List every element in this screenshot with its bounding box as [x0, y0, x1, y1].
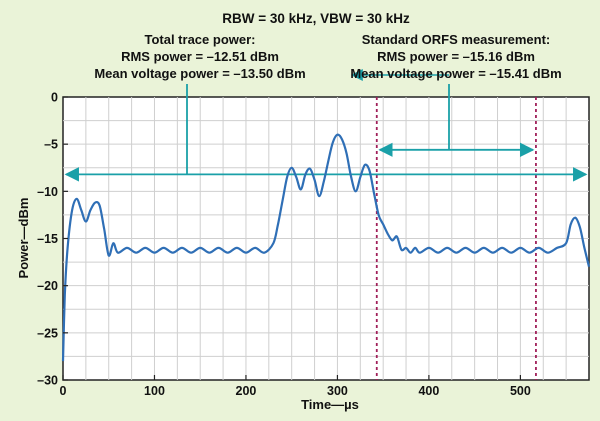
chart-title: RBW = 30 kHz, VBW = 30 kHz: [222, 11, 410, 26]
orfs-mean-voltage-power: Mean voltage power = –15.41 dBm: [350, 66, 561, 81]
y-tick-label: –5: [44, 138, 58, 152]
y-tick-label: –10: [37, 185, 58, 199]
orfs-window-markers: [375, 97, 537, 380]
grid: [63, 97, 589, 380]
y-tick-label: –15: [37, 232, 58, 246]
x-tick-label: 200: [236, 384, 257, 398]
x-tick-label: 100: [144, 384, 165, 398]
y-tick-labels: 0 –5 –10 –15 –20 –25 –30: [37, 91, 68, 388]
y-axis-label: Power—dBm: [16, 198, 31, 279]
orfs-rms-power: RMS power = –15.16 dBm: [377, 49, 535, 64]
y-tick-label: –20: [37, 279, 58, 293]
x-tick-label: 0: [60, 384, 67, 398]
x-axis-label: Time—µs: [301, 397, 359, 412]
trace-line: [61, 133, 591, 362]
y-tick-label: –30: [37, 374, 58, 388]
y-tick-label: –25: [37, 326, 58, 340]
y-tick-label: 0: [51, 91, 58, 105]
total-rms-power: RMS power = –12.51 dBm: [121, 49, 279, 64]
total-mean-voltage-power: Mean voltage power = –13.50 dBm: [94, 66, 305, 81]
x-tick-label: 300: [327, 384, 348, 398]
orfs-measurement-title: Standard ORFS measurement:: [362, 32, 551, 47]
x-tick-labels: 0 100 200 300 400 500: [60, 375, 531, 398]
power-trace: [61, 133, 591, 362]
total-trace-power-title: Total trace power:: [144, 32, 255, 47]
x-tick-label: 400: [418, 384, 439, 398]
x-tick-label: 500: [510, 384, 531, 398]
